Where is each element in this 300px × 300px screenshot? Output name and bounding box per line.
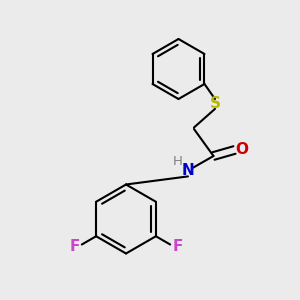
Text: O: O — [236, 142, 248, 158]
Text: H: H — [172, 155, 182, 169]
Text: N: N — [182, 164, 194, 178]
Text: F: F — [69, 239, 80, 254]
Text: F: F — [172, 239, 183, 254]
Text: S: S — [209, 96, 220, 111]
